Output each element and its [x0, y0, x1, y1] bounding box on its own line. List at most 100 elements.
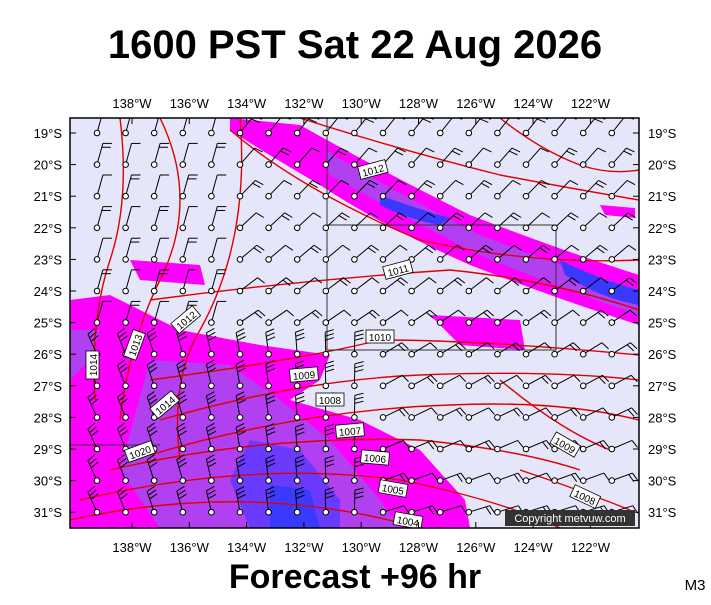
- station: [151, 288, 157, 294]
- station: [409, 446, 415, 452]
- isobar-label: 1007: [335, 423, 364, 439]
- lat-label-right: 19°S: [648, 126, 677, 141]
- station: [352, 162, 358, 168]
- station: [94, 225, 100, 231]
- station: [266, 162, 272, 168]
- station: [495, 257, 501, 263]
- lat-label-right: 28°S: [648, 410, 677, 425]
- station: [209, 162, 215, 168]
- station: [323, 257, 329, 263]
- lat-label-right: 20°S: [648, 158, 677, 173]
- station: [409, 415, 415, 421]
- station: [609, 162, 615, 168]
- station: [266, 383, 272, 389]
- station: [609, 288, 615, 294]
- station: [151, 225, 157, 231]
- station: [609, 320, 615, 326]
- station: [580, 225, 586, 231]
- station: [180, 383, 186, 389]
- station: [552, 351, 558, 357]
- station: [380, 288, 386, 294]
- station: [209, 509, 215, 515]
- station: [495, 383, 501, 389]
- lat-label-right: 27°S: [648, 379, 677, 394]
- station: [180, 478, 186, 484]
- station: [523, 351, 529, 357]
- station: [580, 320, 586, 326]
- station: [552, 257, 558, 263]
- station: [266, 130, 272, 136]
- station: [437, 288, 443, 294]
- station: [209, 257, 215, 263]
- station: [552, 320, 558, 326]
- lon-label-bottom: 128°W: [399, 540, 439, 555]
- station: [209, 383, 215, 389]
- station: [466, 162, 472, 168]
- lon-label-top: 124°W: [514, 96, 554, 111]
- station: [437, 351, 443, 357]
- station: [180, 446, 186, 452]
- station: [323, 415, 329, 421]
- station: [123, 225, 129, 231]
- station: [352, 351, 358, 357]
- station: [352, 320, 358, 326]
- station: [552, 288, 558, 294]
- station: [237, 509, 243, 515]
- station: [437, 257, 443, 263]
- station: [151, 383, 157, 389]
- station: [352, 193, 358, 199]
- station: [123, 478, 129, 484]
- station: [352, 478, 358, 484]
- isobar-label-text: 1014: [89, 353, 100, 376]
- station: [237, 320, 243, 326]
- station: [180, 509, 186, 515]
- station: [294, 383, 300, 389]
- isobar-label: 1009: [289, 367, 318, 383]
- station: [523, 320, 529, 326]
- copyright: Copyright metvuw.com: [514, 513, 625, 525]
- station: [294, 130, 300, 136]
- lat-label-left: 24°S: [34, 284, 63, 299]
- station: [352, 130, 358, 136]
- station: [437, 509, 443, 515]
- station: [352, 415, 358, 421]
- lat-label-right: 31°S: [648, 505, 677, 520]
- station: [609, 415, 615, 421]
- station: [552, 193, 558, 199]
- station: [495, 288, 501, 294]
- station: [180, 288, 186, 294]
- station: [466, 351, 472, 357]
- station: [180, 415, 186, 421]
- lat-label-left: 26°S: [34, 347, 63, 362]
- station: [266, 509, 272, 515]
- lat-label-left: 29°S: [34, 442, 63, 457]
- station: [552, 225, 558, 231]
- station: [409, 351, 415, 357]
- station: [523, 446, 529, 452]
- station: [466, 446, 472, 452]
- station: [94, 478, 100, 484]
- lat-label-right: 26°S: [648, 347, 677, 362]
- station: [495, 415, 501, 421]
- station: [466, 383, 472, 389]
- lon-label-bottom: 122°W: [571, 540, 611, 555]
- station: [294, 351, 300, 357]
- station: [94, 509, 100, 515]
- station: [209, 193, 215, 199]
- station: [323, 478, 329, 484]
- station: [151, 257, 157, 263]
- station: [523, 288, 529, 294]
- isobar-label: 1006: [360, 450, 389, 466]
- map-area: 1012101110101009100810071006100510041012…: [70, 112, 639, 531]
- lon-label-bottom: 132°W: [284, 540, 324, 555]
- lat-label-left: 19°S: [34, 126, 63, 141]
- lat-label-left: 28°S: [34, 410, 63, 425]
- station: [180, 130, 186, 136]
- station: [151, 478, 157, 484]
- station: [495, 130, 501, 136]
- station: [466, 320, 472, 326]
- station: [380, 225, 386, 231]
- station: [523, 225, 529, 231]
- isobar-label-text: 1010: [369, 333, 392, 344]
